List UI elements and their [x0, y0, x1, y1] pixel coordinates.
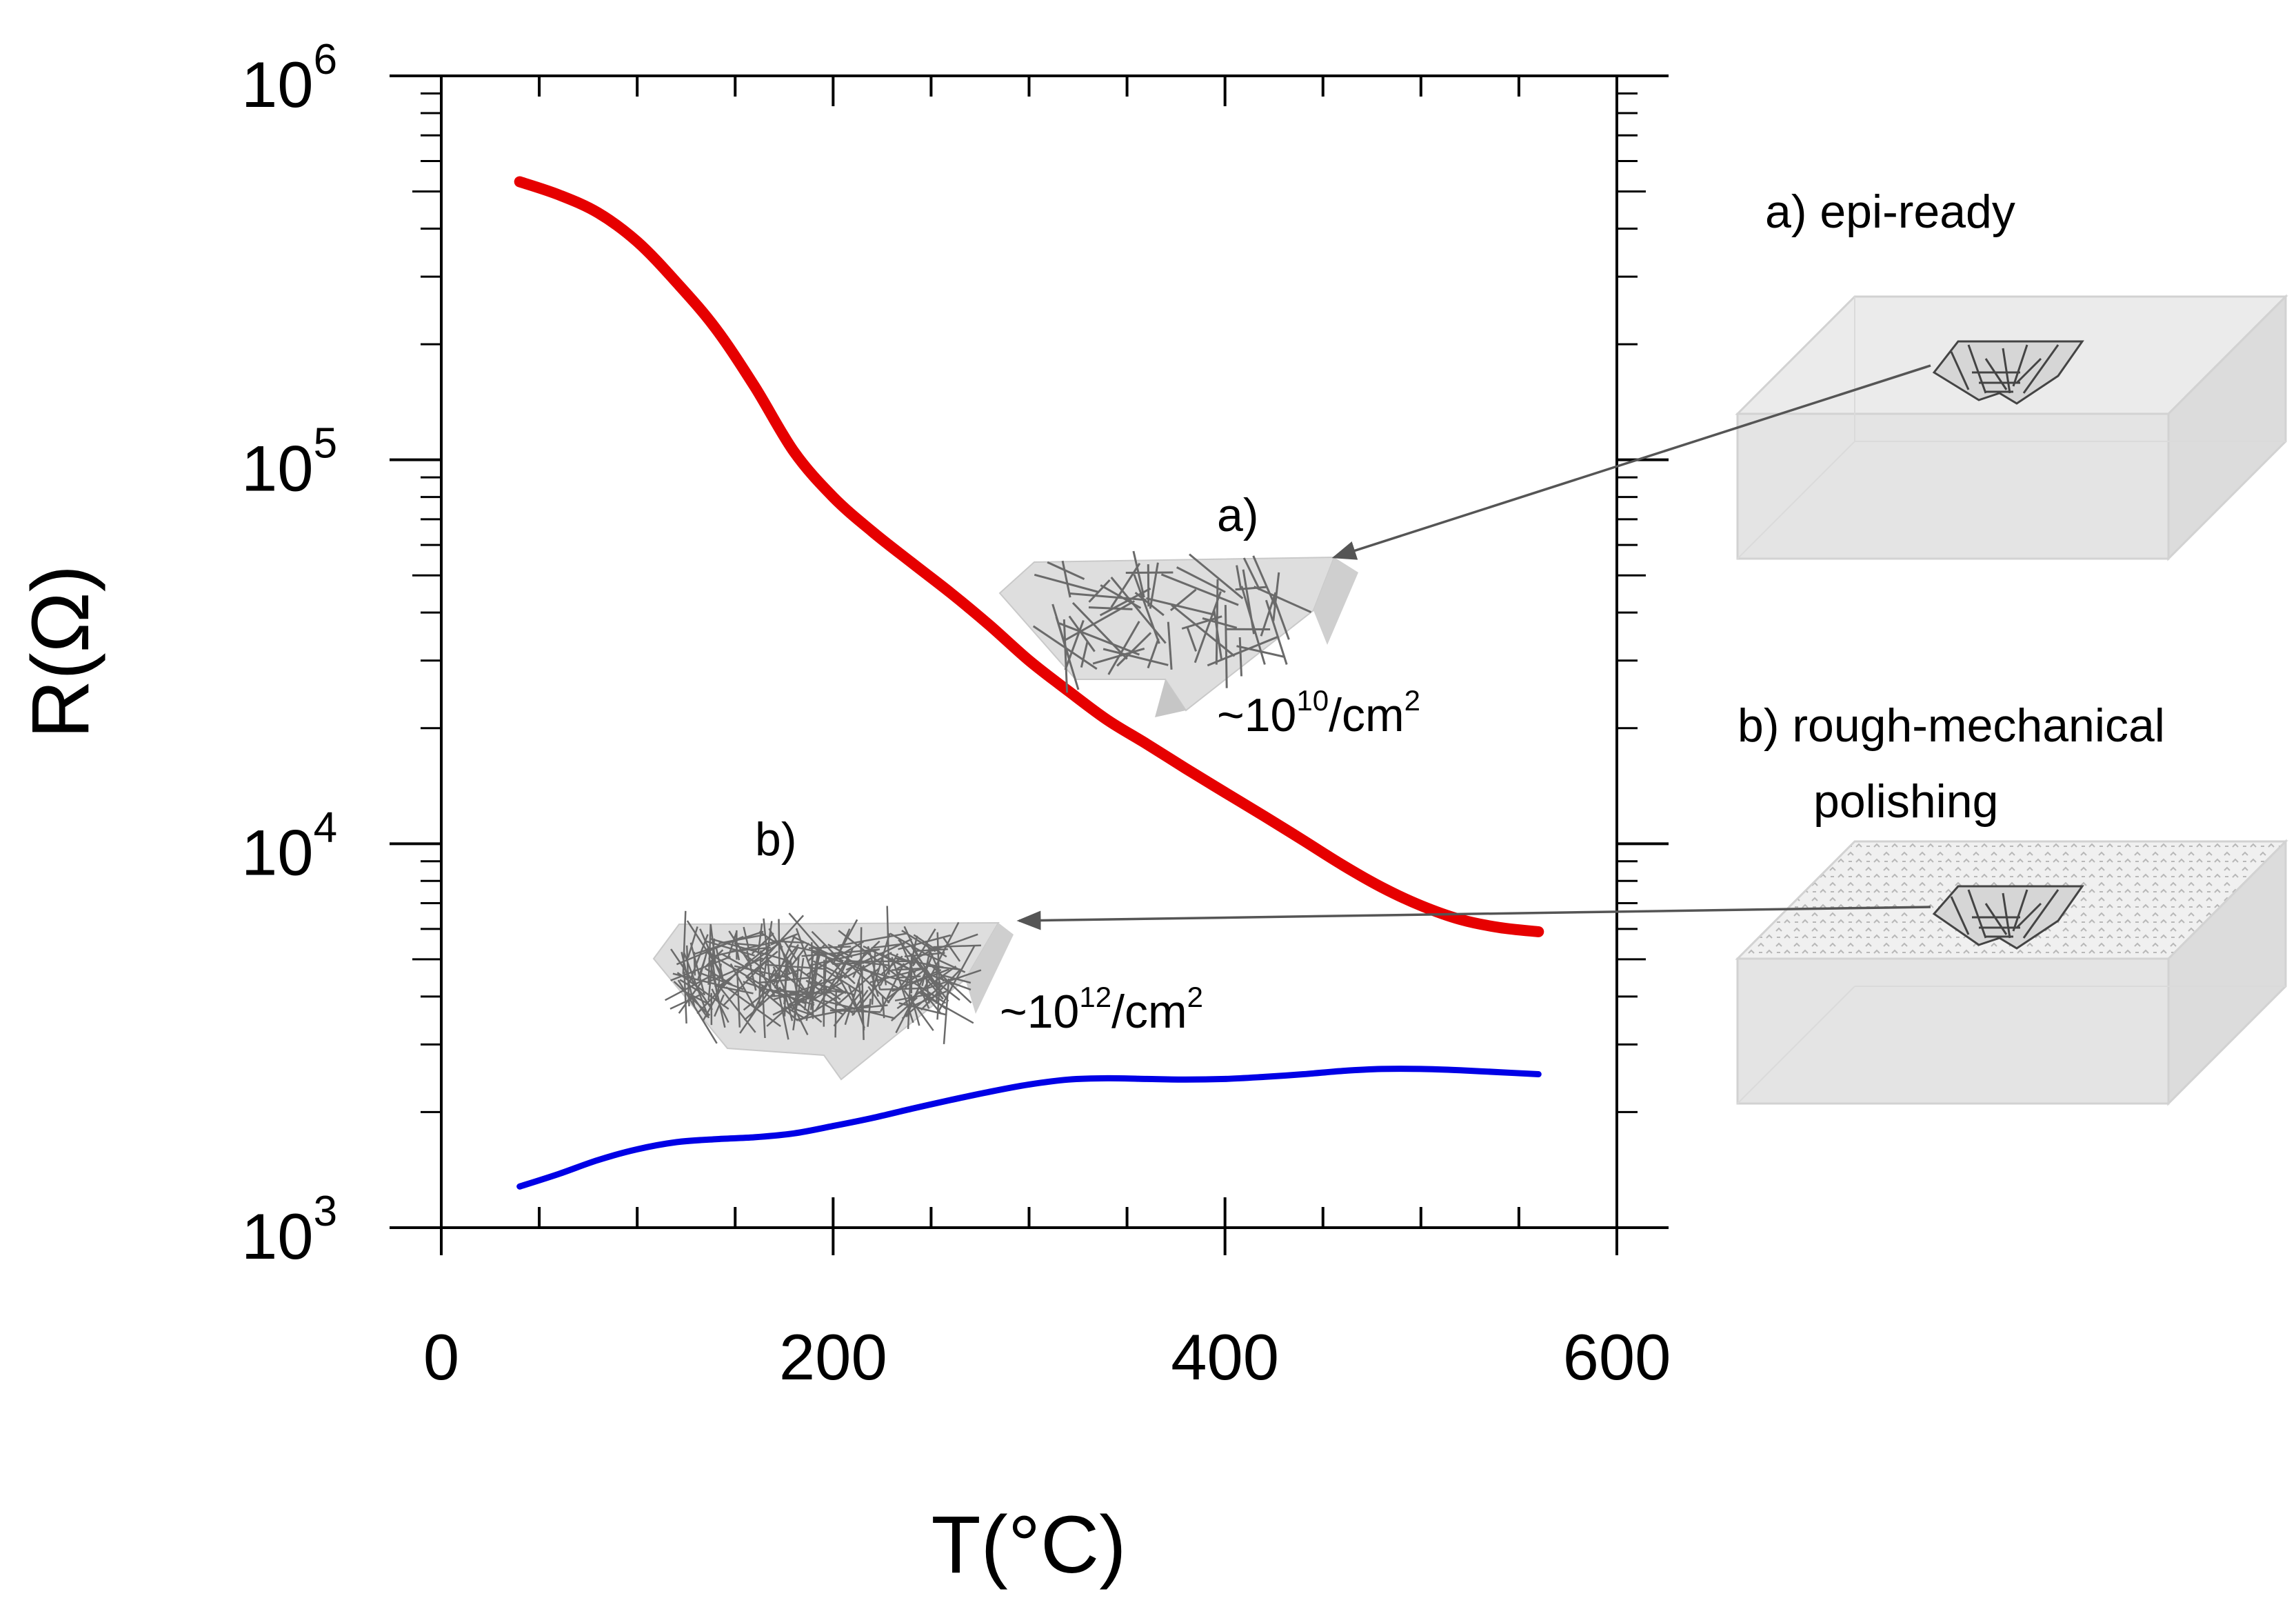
data-point — [1026, 1081, 1032, 1088]
legend-a-text: a) epi-ready — [1765, 186, 2015, 238]
data-point — [1418, 1066, 1424, 1072]
series-layer — [514, 176, 1544, 1190]
data-point — [634, 1146, 641, 1152]
arrow-a — [1331, 364, 1931, 560]
data-point — [985, 621, 995, 630]
dislocation-network-b-illustration — [652, 906, 1014, 1081]
arrow-b — [1016, 906, 1931, 930]
data-point — [554, 190, 564, 200]
label-b: b) — [755, 813, 796, 866]
data-point — [710, 323, 721, 334]
dislocation-network-a-illustration — [998, 550, 1358, 717]
data-point — [909, 1106, 914, 1112]
label-a: a) — [1217, 489, 1258, 541]
data-point — [987, 1088, 993, 1095]
legend-b-text-line2: polishing — [1813, 775, 1998, 828]
data-point — [869, 1115, 876, 1121]
data-point — [791, 1130, 797, 1137]
data-point — [1220, 788, 1230, 797]
y-axis-title: R(Ω) — [15, 565, 106, 739]
data-point — [1338, 860, 1348, 870]
data-point — [1455, 915, 1465, 925]
data-point — [945, 588, 956, 598]
x-tick-labels: 0 200 400 600 — [423, 1321, 1671, 1393]
data-point — [907, 557, 916, 568]
x-tick-label: 600 — [1563, 1321, 1671, 1393]
data-point — [1063, 686, 1074, 696]
data-point — [947, 1097, 954, 1103]
data-point — [1494, 922, 1504, 932]
data-point — [789, 446, 799, 457]
data-point — [1182, 1077, 1189, 1083]
data-point — [1416, 901, 1426, 910]
data-point — [1259, 811, 1269, 821]
substrate-box-rough-polished — [1735, 839, 2288, 1106]
data-point — [752, 1134, 758, 1140]
data-point — [1261, 1074, 1267, 1080]
data-point — [867, 526, 878, 537]
series-line-epi-ready — [514, 176, 1544, 937]
data-point — [828, 492, 838, 502]
data-point — [1496, 1069, 1502, 1075]
data-point — [1535, 1071, 1542, 1077]
data-point — [595, 1157, 601, 1163]
data-point — [1102, 715, 1113, 725]
data-point — [1024, 655, 1034, 666]
plot-frame — [440, 74, 1618, 1229]
data-point — [593, 208, 603, 218]
data-point — [516, 1184, 523, 1190]
data-point — [1144, 1076, 1149, 1082]
data-point — [1180, 763, 1191, 774]
data-point — [1222, 1076, 1228, 1082]
data-point — [514, 177, 525, 187]
data-point — [1379, 1066, 1384, 1072]
x-tick-label: 400 — [1171, 1321, 1279, 1393]
data-point — [712, 1136, 718, 1142]
data-point — [1340, 1068, 1346, 1074]
x-axis-title: T(°C) — [931, 1499, 1126, 1590]
y-tick-label: 106 — [241, 36, 337, 121]
y-tick-label: 103 — [241, 1188, 337, 1272]
data-point — [556, 1171, 562, 1177]
data-point — [1457, 1067, 1463, 1073]
y-tick-labels: 103 104 105 106 — [241, 36, 337, 1272]
legend-b-text-line1: b) rough-mechanical — [1738, 699, 2165, 752]
data-point — [830, 1123, 836, 1129]
data-point — [1377, 882, 1387, 892]
density-a: ~1010/cm2 — [1217, 684, 1420, 741]
data-point — [749, 381, 760, 392]
data-point — [1065, 1077, 1071, 1083]
data-point — [1105, 1075, 1111, 1081]
x-tick-label: 200 — [779, 1321, 887, 1393]
y-tick-label: 104 — [241, 804, 337, 888]
x-tick-label: 0 — [423, 1321, 459, 1393]
y-tick-label: 105 — [241, 420, 337, 505]
substrate-box-epi-ready — [1735, 294, 2288, 561]
data-point — [632, 237, 643, 247]
density-b: ~1012/cm2 — [1000, 981, 1203, 1038]
data-point — [674, 1139, 679, 1145]
axis-ticks — [390, 74, 1669, 1255]
data-point — [1298, 835, 1309, 846]
data-point — [672, 277, 681, 288]
data-point — [1533, 926, 1544, 937]
data-point — [1300, 1071, 1307, 1077]
data-point — [1142, 739, 1151, 749]
